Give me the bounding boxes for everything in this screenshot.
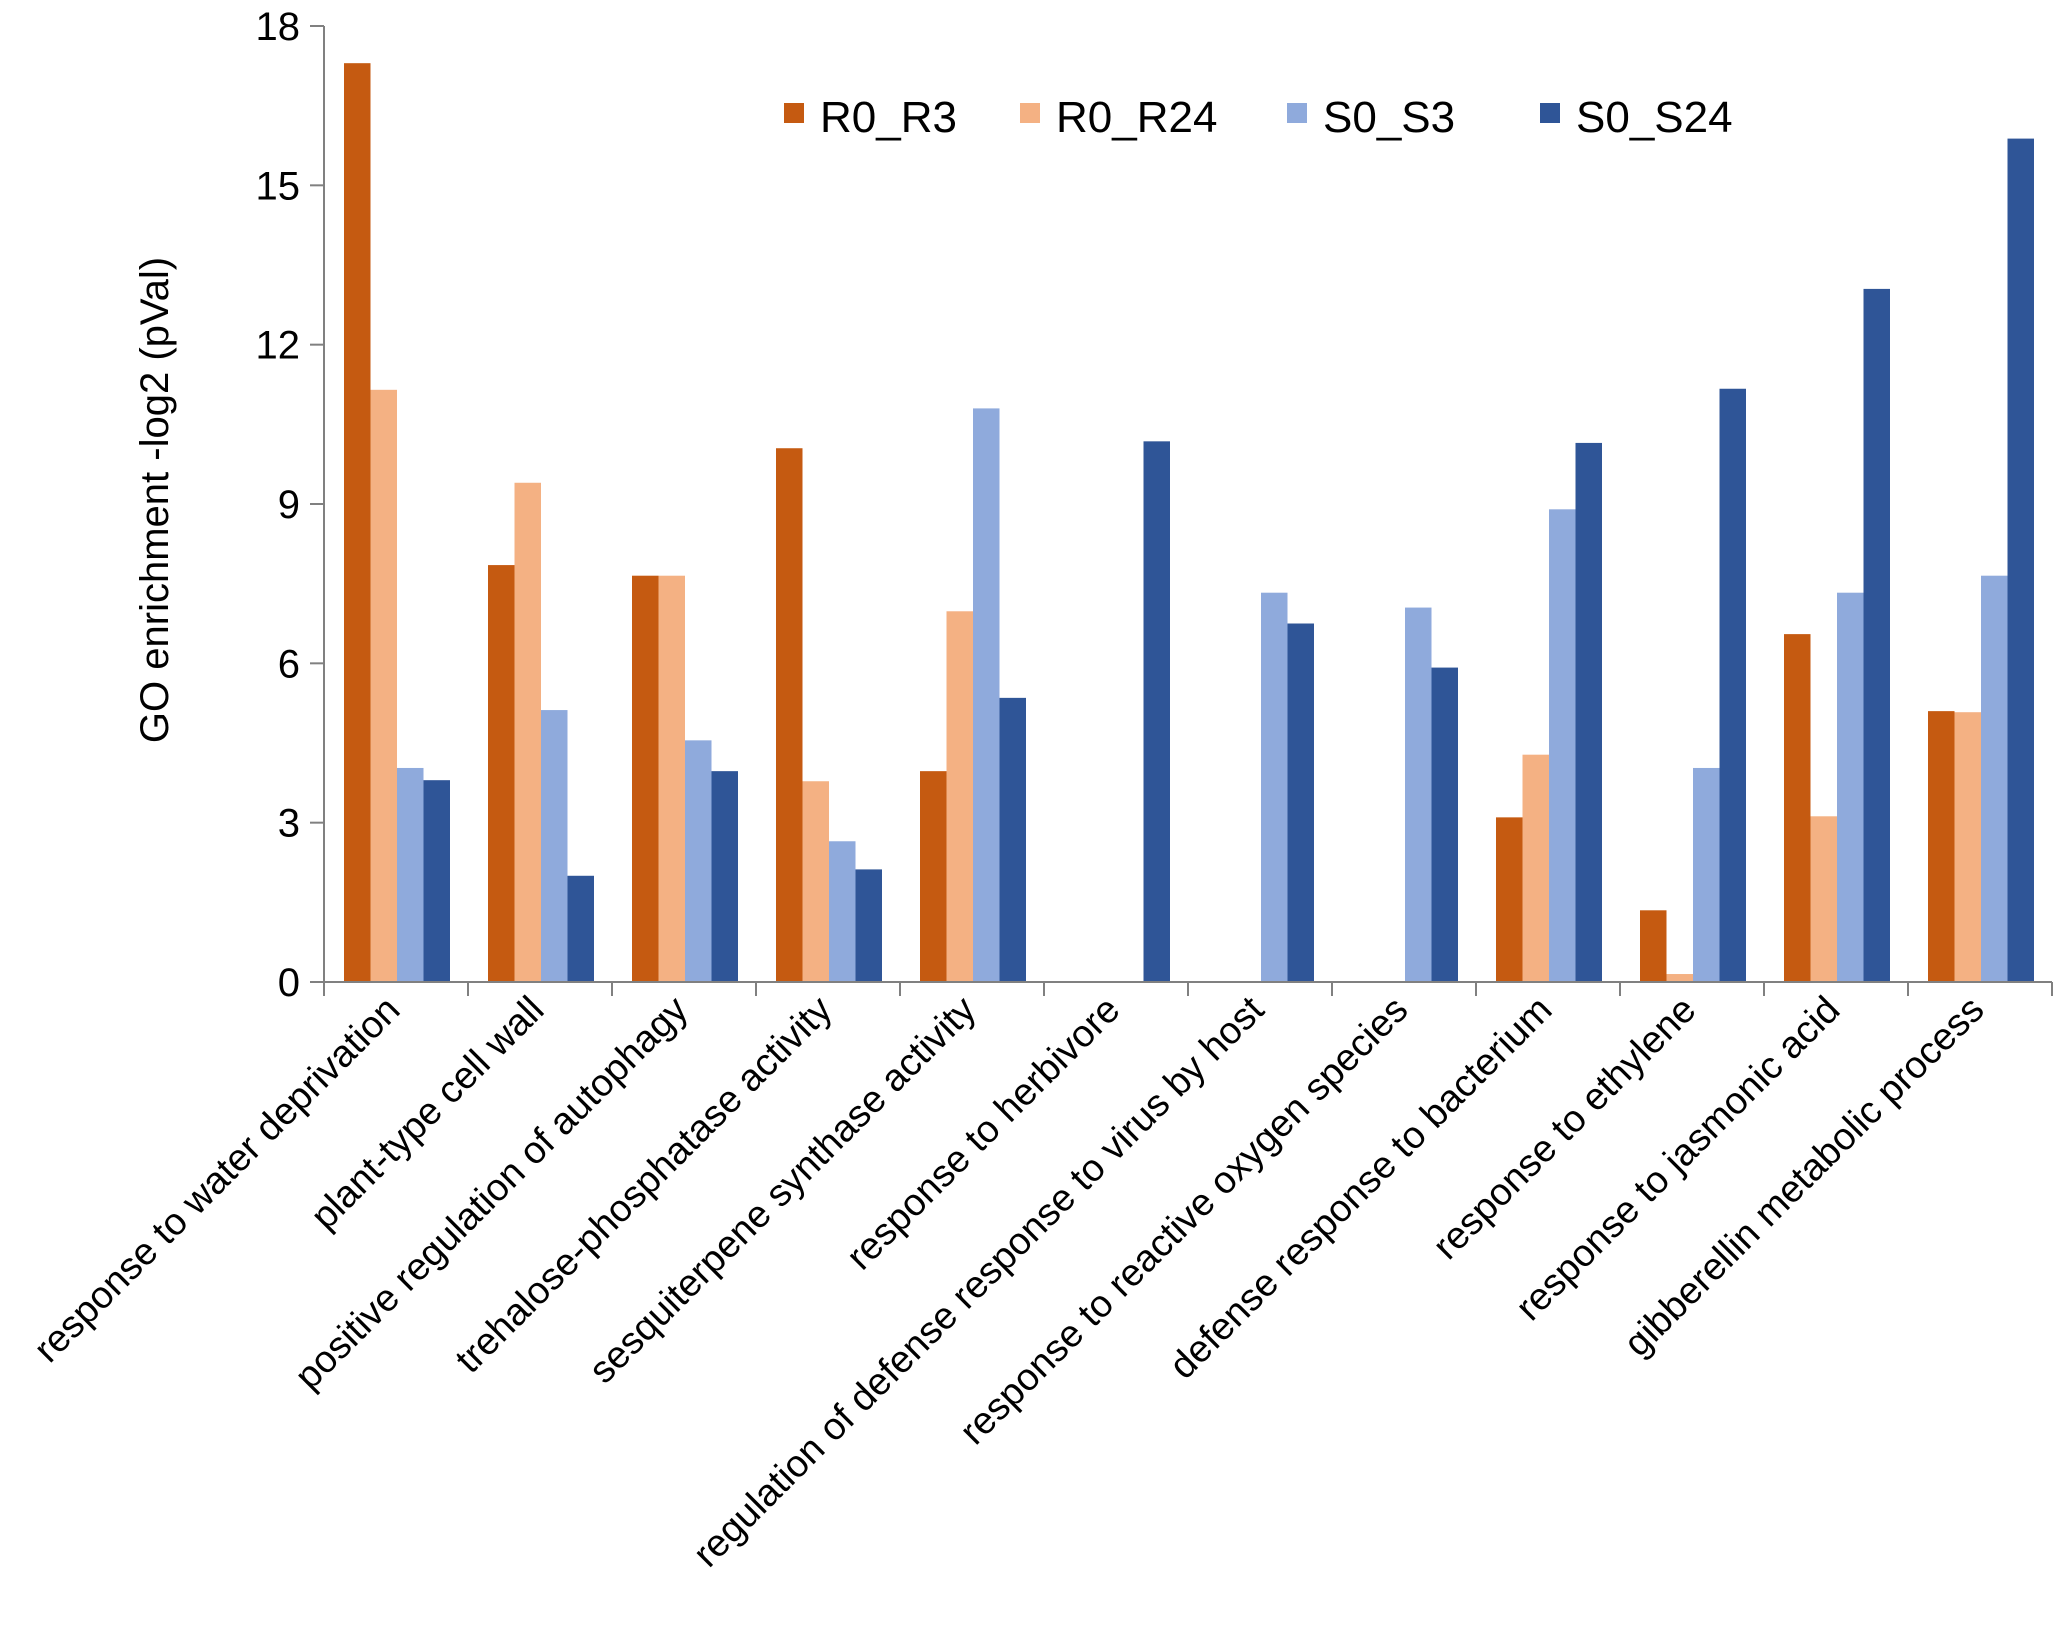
legend-swatch-r0-r3 bbox=[784, 103, 804, 123]
bar-r0-r24-response-to-water-deprivation bbox=[370, 389, 397, 982]
y-tick-label: 9 bbox=[278, 483, 300, 527]
bar-s0-s3-sesquiterpene-synthase-activity bbox=[973, 408, 1000, 982]
bar-s0-s24-positive-regulation-of-autophagy bbox=[711, 771, 738, 982]
bar-s0-s24-sesquiterpene-synthase-activity bbox=[999, 697, 1026, 982]
bar-r0-r24-response-to-ethylene bbox=[1666, 974, 1693, 982]
bar-s0-s3-response-to-jasmonic-acid bbox=[1837, 592, 1864, 982]
y-axis-title: GO enrichment -log2 (pVal) bbox=[133, 257, 177, 743]
bar-s0-s3-gibberellin-metabolic-process bbox=[1981, 575, 2008, 982]
x-category-label-response-to-herbivore: response to herbivore bbox=[839, 989, 1129, 1279]
bar-r0-r24-positive-regulation-of-autophagy bbox=[658, 575, 685, 982]
bar-s0-s3-defense-response-to-bacterium bbox=[1549, 509, 1576, 982]
bar-s0-s24-plant-type-cell-wall bbox=[567, 875, 594, 982]
bar-s0-s24-response-to-jasmonic-acid bbox=[1863, 288, 1890, 982]
bar-s0-s3-trehalose-phosphatase-activity bbox=[829, 841, 856, 982]
bar-r0-r24-gibberellin-metabolic-process bbox=[1954, 712, 1981, 982]
bar-r0-r24-defense-response-to-bacterium bbox=[1522, 754, 1549, 982]
bar-s0-s3-regulation-of-defense-response-to-virus-by-host bbox=[1261, 592, 1288, 982]
bar-s0-s24-response-to-reactive-oxygen-species bbox=[1431, 667, 1458, 982]
y-tick-label: 18 bbox=[256, 5, 301, 49]
bar-s0-s3-response-to-water-deprivation bbox=[397, 767, 424, 982]
bar-s0-s24-response-to-herbivore bbox=[1143, 441, 1170, 983]
legend-label-r0-r3: R0_R3 bbox=[820, 93, 957, 142]
axes-layer bbox=[310, 25, 2053, 996]
bar-r0-r3-response-to-water-deprivation bbox=[344, 63, 371, 983]
bar-s0-s24-regulation-of-defense-response-to-virus-by-host bbox=[1287, 623, 1314, 982]
x-category-label-response-to-ethylene: response to ethylene bbox=[1425, 989, 1704, 1268]
legend: R0_R3 R0_R24 S0_S3 S0_S24 bbox=[784, 93, 1733, 142]
bar-r0-r3-gibberellin-metabolic-process bbox=[1928, 711, 1955, 982]
bar-s0-s3-positive-regulation-of-autophagy bbox=[685, 740, 712, 982]
bar-r0-r3-defense-response-to-bacterium bbox=[1496, 817, 1523, 982]
bars-layer bbox=[344, 63, 2034, 983]
legend-label-s0-s3: S0_S3 bbox=[1323, 93, 1455, 142]
bar-r0-r3-positive-regulation-of-autophagy bbox=[632, 575, 659, 982]
bar-s0-s24-response-to-ethylene bbox=[1719, 388, 1746, 982]
bar-r0-r3-response-to-jasmonic-acid bbox=[1784, 634, 1811, 982]
bar-s0-s24-response-to-water-deprivation bbox=[423, 780, 450, 982]
bar-s0-s24-gibberellin-metabolic-process bbox=[2007, 138, 2034, 983]
bar-r0-r3-plant-type-cell-wall bbox=[488, 565, 515, 982]
bar-r0-r3-trehalose-phosphatase-activity bbox=[776, 448, 803, 983]
legend-label-s0-s24: S0_S24 bbox=[1576, 93, 1733, 142]
y-tick-label: 12 bbox=[256, 324, 301, 368]
legend-label-r0-r24: R0_R24 bbox=[1056, 93, 1217, 142]
y-tick-label: 15 bbox=[256, 164, 301, 208]
bar-r0-r3-response-to-ethylene bbox=[1640, 910, 1667, 982]
legend-swatch-s0-s24 bbox=[1540, 103, 1560, 123]
bar-s0-s3-plant-type-cell-wall bbox=[541, 710, 568, 982]
bar-s0-s3-response-to-ethylene bbox=[1693, 767, 1720, 982]
bar-s0-s24-trehalose-phosphatase-activity bbox=[855, 869, 882, 982]
y-tick-label: 6 bbox=[278, 642, 300, 686]
bar-s0-s3-response-to-reactive-oxygen-species bbox=[1405, 607, 1432, 982]
bar-r0-r24-plant-type-cell-wall bbox=[514, 482, 541, 982]
y-tick-label: 0 bbox=[278, 961, 300, 1005]
legend-swatch-r0-r24 bbox=[1020, 103, 1040, 123]
bar-s0-s24-defense-response-to-bacterium bbox=[1575, 442, 1602, 982]
bar-r0-r24-trehalose-phosphatase-activity bbox=[802, 781, 829, 982]
bar-r0-r24-sesquiterpene-synthase-activity bbox=[946, 611, 973, 982]
bar-r0-r3-sesquiterpene-synthase-activity bbox=[920, 771, 947, 982]
bar-r0-r24-response-to-jasmonic-acid bbox=[1810, 816, 1837, 982]
legend-swatch-s0-s3 bbox=[1287, 103, 1307, 123]
y-tick-label: 3 bbox=[278, 802, 300, 846]
